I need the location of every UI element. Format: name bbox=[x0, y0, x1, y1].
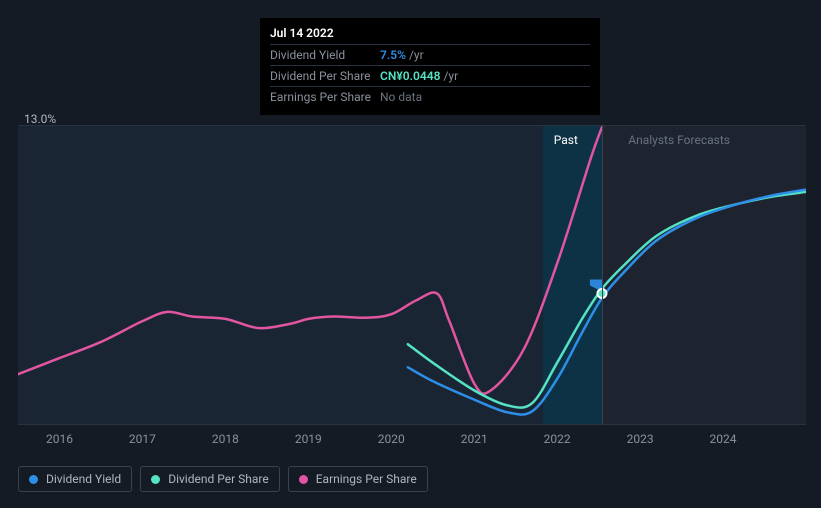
chart-legend: Dividend Yield Dividend Per Share Earnings… bbox=[18, 466, 428, 492]
x-axis-tick: 2019 bbox=[295, 432, 322, 446]
region-label-forecast: Analysts Forecasts bbox=[628, 133, 730, 147]
tooltip-suffix: /yr bbox=[409, 48, 424, 62]
x-axis-tick: 2016 bbox=[46, 432, 73, 446]
chart-tooltip: Jul 14 2022 Dividend Yield7.5%/yrDividen… bbox=[260, 18, 600, 115]
x-axis-tick: 2024 bbox=[710, 432, 737, 446]
tooltip-rows: Dividend Yield7.5%/yrDividend Per ShareC… bbox=[270, 45, 590, 107]
tooltip-label: Dividend Per Share bbox=[270, 69, 380, 83]
crosshair-line bbox=[602, 125, 603, 425]
tooltip-suffix: /yr bbox=[443, 69, 458, 83]
x-axis-tick: 2022 bbox=[544, 432, 571, 446]
legend-label: Dividend Yield bbox=[46, 472, 121, 486]
tooltip-row: Dividend Yield7.5%/yr bbox=[270, 45, 590, 66]
tooltip-value: No data bbox=[380, 90, 422, 104]
legend-dot-icon bbox=[151, 475, 160, 484]
legend-item-earnings[interactable]: Earnings Per Share bbox=[288, 466, 428, 492]
x-axis-tick: 2021 bbox=[461, 432, 488, 446]
x-axis-tick: 2020 bbox=[378, 432, 405, 446]
chart-svg bbox=[18, 125, 806, 425]
x-axis-labels: 2016 2017 2018 2019 2020 2021 2022 2023 2024 bbox=[18, 432, 806, 452]
legend-dot-icon bbox=[29, 475, 38, 484]
y-axis-label-max: 13.0% bbox=[24, 112, 56, 126]
region-label-past: Past bbox=[554, 133, 578, 147]
tooltip-value: 7.5% bbox=[380, 48, 406, 62]
legend-label: Earnings Per Share bbox=[316, 472, 417, 486]
tooltip-label: Earnings Per Share bbox=[270, 90, 380, 104]
chart-plot: Past Analysts Forecasts bbox=[18, 125, 806, 425]
x-axis-tick: 2023 bbox=[627, 432, 654, 446]
legend-item-yield[interactable]: Dividend Yield bbox=[18, 466, 132, 492]
tooltip-date: Jul 14 2022 bbox=[270, 26, 590, 45]
x-axis-tick: 2018 bbox=[212, 432, 239, 446]
legend-dot-icon bbox=[299, 475, 308, 484]
x-axis-tick: 2017 bbox=[129, 432, 156, 446]
tooltip-row: Earnings Per ShareNo data bbox=[270, 87, 590, 107]
legend-label: Dividend Per Share bbox=[168, 472, 269, 486]
legend-item-divps[interactable]: Dividend Per Share bbox=[140, 466, 280, 492]
tooltip-label: Dividend Yield bbox=[270, 48, 380, 62]
tooltip-value: CN¥0.0448 bbox=[380, 69, 440, 83]
tooltip-row: Dividend Per ShareCN¥0.0448/yr bbox=[270, 66, 590, 87]
